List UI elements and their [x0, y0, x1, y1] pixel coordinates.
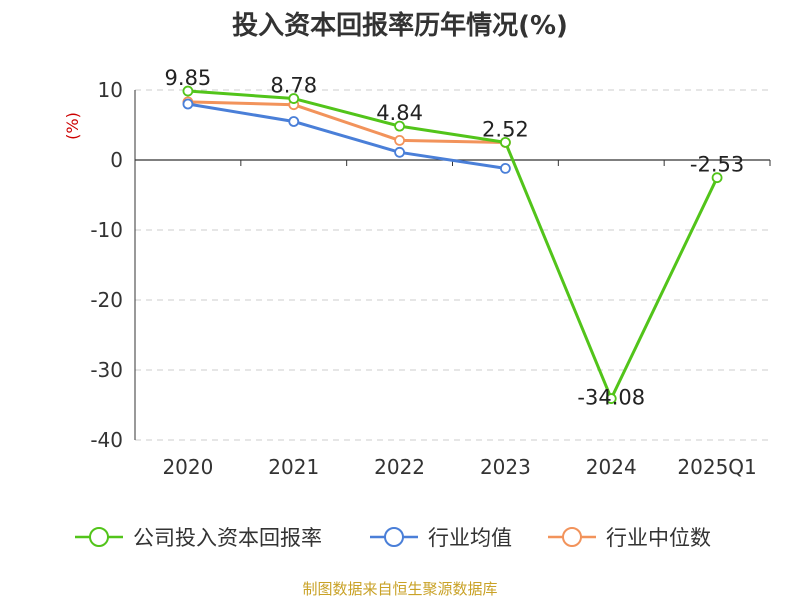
y-tick-label: -10	[90, 218, 123, 242]
data-labels: 9.85 8.78 4.84 2.52 -34.08 -2.53	[165, 66, 745, 410]
data-point	[500, 162, 511, 174]
legend-marker	[89, 527, 109, 547]
x-tick-label: 2021	[268, 455, 319, 479]
legend-label: 行业中位数	[606, 526, 711, 550]
data-point	[500, 136, 511, 148]
x-tick-label: 2020	[162, 455, 213, 479]
series-line	[187, 100, 506, 144]
y-axis-label: (%)	[63, 112, 82, 140]
series-line	[187, 89, 719, 401]
x-tick-label: 2024	[586, 455, 637, 479]
x-tick-label: 2023	[480, 455, 531, 479]
data-point	[605, 393, 617, 404]
x-tick-label: 2022	[374, 455, 425, 479]
y-tick-label: 0	[110, 148, 123, 172]
source-note: 制图数据来自恒生聚源数据库	[302, 580, 497, 598]
data-point	[182, 98, 194, 110]
data-point	[394, 120, 405, 132]
data-point	[288, 116, 300, 127]
legend: 公司投入资本回报率 行业均值 行业中位数	[75, 526, 711, 550]
y-tick-label: -30	[90, 358, 123, 382]
legend-marker	[562, 527, 582, 547]
data-label: 8.78	[270, 74, 317, 98]
data-label: 9.85	[165, 66, 212, 90]
data-point	[711, 172, 723, 184]
data-point	[288, 93, 300, 104]
legend-label: 行业均值	[428, 526, 512, 550]
series-line	[187, 102, 506, 170]
data-label: 2.52	[482, 117, 529, 141]
grid-lines	[135, 89, 770, 441]
data-label: -34.08	[577, 386, 645, 410]
data-point	[182, 85, 194, 97]
data-label: 4.84	[376, 101, 423, 125]
axes: 10 0 -10 -20 -30 -40 2020 2021 2022 2023 2024 2025Q…	[90, 78, 771, 479]
y-tick-label: -20	[90, 288, 123, 312]
data-point	[394, 134, 405, 146]
x-tick-label: 2025Q1	[677, 455, 756, 479]
y-tick-label: -40	[90, 428, 123, 452]
y-tick-label: 10	[98, 78, 123, 102]
chart-title: 投入资本回报率历年情况(%)	[232, 10, 568, 41]
legend-label: 公司投入资本回报率	[133, 526, 322, 550]
data-label: -2.53	[690, 153, 744, 177]
data-point	[394, 146, 405, 158]
legend-marker	[384, 527, 404, 547]
series-group	[182, 85, 723, 404]
